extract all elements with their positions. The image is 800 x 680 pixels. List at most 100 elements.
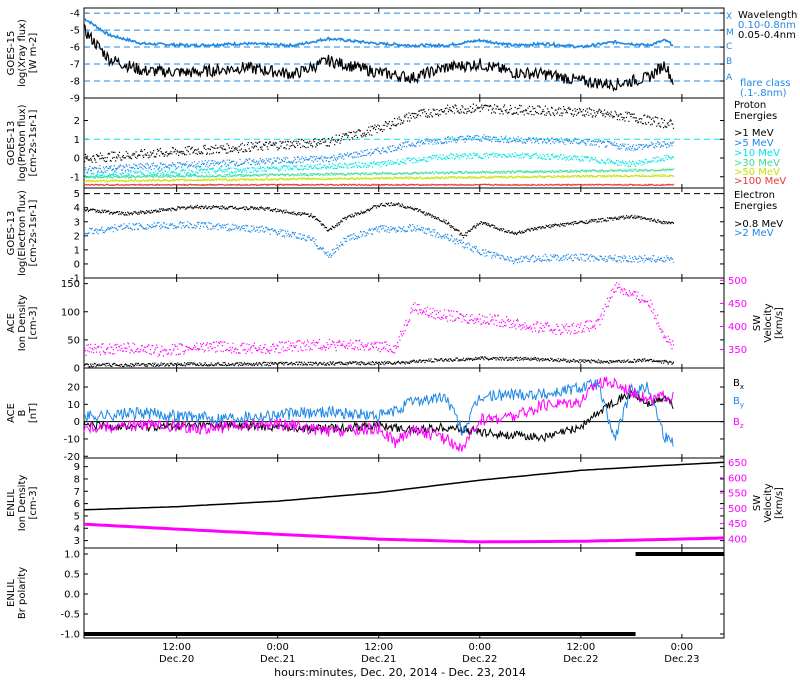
- y-tick-label: -4: [70, 9, 80, 20]
- y-axis-label: ENLIL: [6, 579, 17, 607]
- y-axis-label: Ion Density: [17, 475, 28, 532]
- y-axis-label: log(Electron flux): [17, 190, 28, 276]
- y2-tick-label: 400: [728, 322, 747, 333]
- y-axis-label: [nT]: [28, 403, 39, 423]
- proton-legend-30mev: >30 MeV: [734, 158, 780, 169]
- y-axis-label: B: [17, 409, 28, 416]
- series-bz: [83, 376, 674, 452]
- y-tick-label: 5: [74, 511, 80, 522]
- flare-class-M: M: [726, 28, 734, 38]
- flare-class-B: B: [726, 57, 732, 67]
- series-line: [83, 376, 674, 452]
- x-axis-label: hours:minutes, Dec. 20, 2014 - Dec. 23, …: [274, 666, 526, 679]
- y-tick-label: 10: [67, 400, 80, 411]
- x-tick-time: 0:00: [671, 642, 693, 653]
- flare-class-X: X: [726, 12, 732, 22]
- y2-tick-label: 550: [728, 489, 747, 500]
- y2-tick-label: 500: [728, 276, 747, 287]
- y-tick-label: 150: [61, 279, 80, 290]
- y-tick-label: 7: [74, 487, 80, 498]
- y-tick-label: 0: [74, 417, 80, 428]
- series--2-mev: [84, 221, 675, 265]
- y-axis-label: Ion Density: [17, 295, 28, 352]
- xray-panel-labels: Wavelength 0.10-0.8nm 0.05-0.4nm X M C B…: [726, 10, 797, 99]
- scatter-points: [84, 183, 675, 186]
- scatter-points: [84, 168, 675, 179]
- series--1-mev: [84, 103, 675, 163]
- scatter-points: [84, 282, 675, 357]
- y-axis-label: log(Proton flux): [17, 104, 28, 181]
- y-tick-label: 1: [74, 135, 80, 146]
- proton-legend-title-1: Proton: [734, 100, 766, 111]
- scatter-points: [84, 103, 675, 163]
- y2-tick-label: 450: [728, 519, 747, 530]
- panel-4: ACE Ion Density [cm-3] SW Velocity [km/s] 150 1…: [6, 276, 785, 375]
- series-ion-density: [84, 356, 675, 368]
- electron-panel-labels: Electron Energies >0.8 MeV >2 MeV: [734, 190, 783, 239]
- panel-5: ACE B [nT] 20 10 0 -10 -20: [6, 367, 725, 463]
- x-tick-time: 0:00: [469, 642, 491, 653]
- series--30-mev: [84, 168, 675, 179]
- y-axis-label: GOES-13: [6, 211, 17, 256]
- scatter-points: [84, 356, 675, 368]
- y-tick-label: -10: [64, 434, 80, 445]
- series-br-polarity: [84, 552, 724, 636]
- panel-6: ENLIL Ion Density [cm-3] SW Velocity [km/s] 98…: [6, 457, 785, 549]
- series-0-10-0-8nm: [83, 17, 674, 49]
- y-axis-label: GOES-15: [6, 31, 17, 76]
- y-tick-label: 100: [61, 307, 80, 318]
- b-legend: Bx By Bz: [733, 378, 744, 430]
- flare-class-note-2: (.1-.8nm): [740, 88, 787, 99]
- y-tick-label: -0.5: [60, 610, 80, 621]
- by-label: By: [733, 396, 744, 409]
- series-line: [83, 522, 725, 544]
- x-tick-date: Dec.21: [361, 654, 396, 665]
- x-axis: 12:00Dec.200:00Dec.2112:00Dec.210:00Dec.…: [159, 642, 700, 679]
- y-tick-label: 0: [74, 154, 80, 165]
- scatter-points: [84, 134, 675, 174]
- y-axis-label: [W m-2]: [28, 33, 39, 74]
- series-sw-velocity: [84, 282, 675, 357]
- y-tick-label: 1.0: [64, 550, 80, 561]
- y-tick-label: 4: [74, 203, 80, 214]
- y-axis-label: log(Xray flux): [17, 19, 28, 87]
- scatter-points: [84, 174, 675, 183]
- y-tick-label: 6: [74, 499, 80, 510]
- series-0-05-0-4nm: [83, 23, 674, 93]
- proton-legend-title-2: Energies: [734, 111, 777, 122]
- panel-3: GOES-13 log(Electron flux) [cm-2s-1sr-1] 5 4…: [6, 187, 725, 285]
- electron-legend-title-2: Energies: [734, 201, 777, 212]
- x-tick-date: Dec.22: [563, 654, 598, 665]
- y2-axis-label: SW: [752, 495, 763, 511]
- y-axis-label: [cm-2s-1sr-1]: [28, 109, 39, 176]
- y-tick-label: 3: [74, 217, 80, 228]
- y-tick-label: -8: [70, 77, 80, 88]
- y2-tick-label: 600: [728, 473, 747, 484]
- y2-axis-label: Velocity: [763, 303, 774, 342]
- proton-panel-labels: Proton Energies >1 MeV >5 MeV >10 MeV >3…: [734, 100, 786, 187]
- flare-class-C: C: [726, 42, 732, 52]
- y-tick-label: -1: [70, 274, 80, 285]
- y2-axis-label: Velocity: [763, 483, 774, 522]
- proton-legend-5mev: >5 MeV: [734, 138, 774, 149]
- y-tick-label: 0: [74, 364, 80, 375]
- series-by: [83, 378, 674, 447]
- series-line: [83, 461, 725, 511]
- series--50-mev: [84, 174, 675, 183]
- y2-tick-label: 500: [728, 504, 747, 515]
- y2-axis-label: SW: [752, 315, 763, 331]
- y-tick-label: 4: [74, 524, 80, 535]
- x-tick-time: 12:00: [566, 642, 595, 653]
- panel-2: GOES-13 log(Proton flux) [cm-2s-1sr-1] 2 1 0 -…: [6, 97, 725, 189]
- y-tick-label: 5: [74, 189, 80, 200]
- x-tick-date: Dec.20: [159, 654, 194, 665]
- y2-tick-label: 650: [728, 458, 747, 469]
- xray-legend-title: Wavelength: [738, 10, 797, 21]
- proton-legend-1mev: >1 MeV: [734, 128, 774, 139]
- panel-7: ENLIL Br polarity 1.0 0.5 0.0 -0.5 -1.0: [6, 547, 725, 641]
- x-tick-date: Dec.23: [664, 654, 699, 665]
- series-sw-velocity: [83, 522, 725, 544]
- y-axis-label: ACE: [6, 403, 17, 423]
- y-tick-label: -5: [70, 26, 80, 37]
